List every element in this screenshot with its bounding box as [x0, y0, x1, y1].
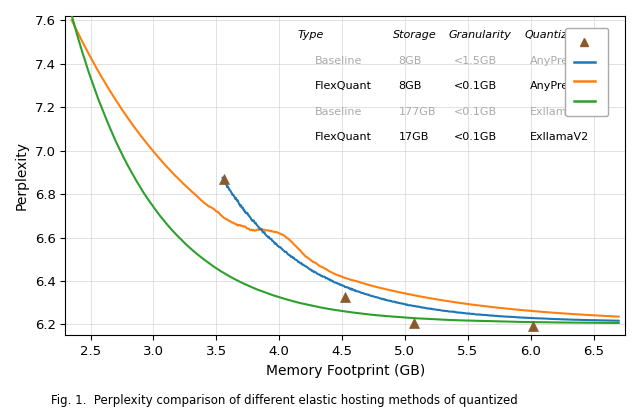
- Text: Baseline: Baseline: [314, 107, 362, 117]
- Text: <0.1GB: <0.1GB: [454, 107, 497, 117]
- Text: <0.1GB: <0.1GB: [454, 133, 497, 142]
- Text: AnyPrecision: AnyPrecision: [530, 56, 601, 66]
- Text: 17GB: 17GB: [398, 133, 429, 142]
- Text: Storage: Storage: [393, 30, 436, 40]
- Text: Fig. 1.  Perplexity comparison of different elastic hosting methods of quantized: Fig. 1. Perplexity comparison of differe…: [51, 394, 518, 407]
- Text: AnyPrecision: AnyPrecision: [530, 81, 601, 91]
- Text: FlexQuant: FlexQuant: [314, 133, 371, 142]
- Text: ExllamaV2: ExllamaV2: [530, 107, 589, 117]
- Text: Granularity: Granularity: [449, 30, 511, 40]
- Text: 177GB: 177GB: [398, 107, 436, 117]
- Text: 8GB: 8GB: [398, 81, 422, 91]
- Text: Type: Type: [298, 30, 324, 40]
- Legend: , , , : , , ,: [565, 28, 608, 116]
- Text: <1.5GB: <1.5GB: [454, 56, 497, 66]
- Y-axis label: Perplexity: Perplexity: [15, 141, 29, 210]
- Text: <0.1GB: <0.1GB: [454, 81, 497, 91]
- Text: Baseline: Baseline: [314, 56, 362, 66]
- X-axis label: Memory Footprint (GB): Memory Footprint (GB): [266, 364, 425, 378]
- Text: ExllamaV2: ExllamaV2: [530, 133, 589, 142]
- Text: Quantization: Quantization: [524, 30, 595, 40]
- Text: 8GB: 8GB: [398, 56, 422, 66]
- Text: FlexQuant: FlexQuant: [314, 81, 371, 91]
